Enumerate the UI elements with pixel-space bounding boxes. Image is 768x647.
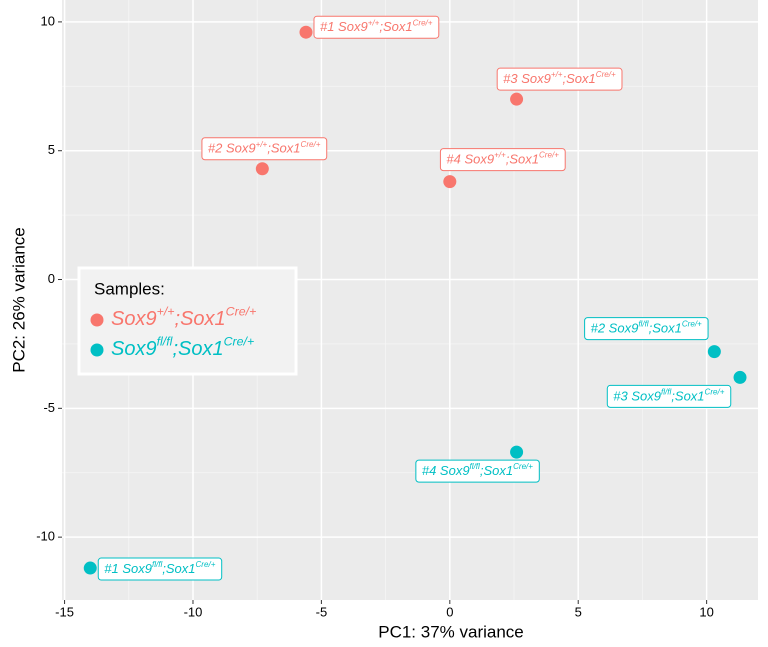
text-part: #1 Sox9	[320, 20, 368, 35]
superscript: fl/fl	[661, 388, 671, 397]
point-label: #1 Sox9fl/fl;Sox1Cre/+	[97, 557, 223, 581]
superscript: Cre/+	[539, 151, 559, 160]
point-label: #3 Sox9fl/fl;Sox1Cre/+	[606, 384, 732, 408]
point	[255, 162, 269, 176]
x-tick-label: -15	[55, 604, 74, 619]
point-label: #1 Sox9+/+;Sox1Cre/+	[313, 15, 440, 39]
text-part: #3 Sox9	[613, 389, 661, 404]
point	[707, 345, 721, 359]
text-part: ;Sox1	[267, 141, 300, 156]
label-box	[97, 557, 223, 581]
text-part: #1 Sox9	[104, 561, 152, 576]
label-box	[313, 15, 440, 39]
superscript: +/+	[157, 305, 175, 319]
label-text: #2 Sox9+/+;Sox1Cre/+	[208, 140, 321, 156]
text-part: ;Sox1	[480, 464, 513, 479]
y-tick-label: 5	[48, 142, 55, 157]
text-part: #4 Sox9	[422, 464, 470, 479]
point	[510, 445, 524, 459]
y-tick-label: 10	[41, 13, 55, 28]
point-label: #4 Sox9+/+;Sox1Cre/+	[439, 148, 566, 172]
legend-title: Samples:	[94, 279, 165, 298]
superscript: +/+	[551, 70, 563, 79]
text-part: ;Sox1	[671, 389, 704, 404]
text-part: ;Sox1	[162, 561, 195, 576]
text-part: ;Sox1	[649, 321, 682, 336]
point-label: #4 Sox9fl/fl;Sox1Cre/+	[415, 459, 540, 483]
legend-swatch	[90, 313, 104, 327]
superscript: Cre/+	[196, 560, 216, 569]
x-tick-label: 5	[575, 604, 582, 619]
superscript: fl/fl	[152, 560, 162, 569]
label-box	[415, 459, 540, 483]
superscript: Cre/+	[413, 18, 433, 27]
legend-box	[77, 266, 298, 376]
label-text: #2 Sox9fl/fl;Sox1Cre/+	[591, 320, 702, 336]
label-box	[439, 148, 566, 172]
x-tick-label: -10	[184, 604, 203, 619]
text-part: ;Sox1	[379, 20, 412, 35]
legend-label: Sox9fl/fl;Sox1Cre/+	[111, 335, 254, 361]
point	[83, 561, 97, 575]
point	[299, 25, 313, 39]
y-axis-title: PC2: 26% variance	[9, 227, 28, 373]
label-text: #4 Sox9fl/fl;Sox1Cre/+	[422, 462, 533, 478]
x-tick-label: 0	[446, 604, 453, 619]
label-box	[201, 137, 328, 161]
superscript: Cre/+	[682, 320, 702, 329]
superscript: +/+	[368, 18, 380, 27]
superscript: Cre/+	[596, 70, 616, 79]
label-box	[606, 384, 732, 408]
legend-swatch	[90, 343, 104, 357]
superscript: Cre/+	[513, 462, 533, 471]
point-label: #3 Sox9+/+;Sox1Cre/+	[496, 67, 623, 91]
superscript: fl/fl	[470, 462, 480, 471]
text-part: #2 Sox9	[208, 141, 256, 156]
superscript: Cre/+	[224, 335, 255, 349]
text-part: #4 Sox9	[446, 152, 494, 167]
superscript: fl/fl	[638, 320, 648, 329]
label-box	[496, 67, 623, 91]
point-label: #2 Sox9fl/fl;Sox1Cre/+	[584, 317, 709, 341]
x-tick-label: -5	[316, 604, 328, 619]
superscript: +/+	[256, 140, 268, 149]
label-text: #4 Sox9+/+;Sox1Cre/+	[446, 151, 559, 167]
text-part: Sox9	[111, 308, 157, 330]
x-axis-title: PC1: 37% variance	[378, 622, 524, 641]
y-tick-label: 0	[48, 271, 55, 286]
label-box	[584, 317, 709, 341]
text-part: ;Sox1	[172, 338, 223, 360]
label-text: #1 Sox9+/+;Sox1Cre/+	[320, 18, 433, 34]
label-text: #3 Sox9fl/fl;Sox1Cre/+	[613, 388, 724, 404]
text-part: #3 Sox9	[503, 72, 551, 87]
point	[510, 92, 524, 106]
superscript: Cre/+	[226, 305, 257, 319]
y-tick-label: -5	[43, 400, 55, 415]
superscript: Cre/+	[705, 388, 725, 397]
text-part: ;Sox1	[175, 308, 226, 330]
label-text: #3 Sox9+/+;Sox1Cre/+	[503, 70, 616, 86]
superscript: Cre/+	[301, 140, 321, 149]
y-tick-label: -10	[36, 529, 55, 544]
point	[443, 175, 457, 189]
point	[733, 370, 747, 384]
legend-label: Sox9+/+;Sox1Cre/+	[111, 305, 256, 331]
x-tick-label: 10	[699, 604, 713, 619]
superscript: fl/fl	[157, 335, 174, 349]
superscript: +/+	[494, 151, 506, 160]
legend: Samples:Sox9+/+;Sox1Cre/+Sox9fl/fl;Sox1C…	[77, 266, 298, 376]
text-part: #2 Sox9	[591, 321, 639, 336]
label-text: #1 Sox9fl/fl;Sox1Cre/+	[104, 560, 215, 576]
text-part: ;Sox1	[506, 152, 539, 167]
point-label: #2 Sox9+/+;Sox1Cre/+	[201, 137, 328, 161]
text-part: Sox9	[111, 338, 157, 360]
marks: #1 Sox9+/+;Sox1Cre/+#2 Sox9+/+;Sox1Cre/+…	[83, 15, 747, 581]
text-part: ;Sox1	[563, 72, 596, 87]
